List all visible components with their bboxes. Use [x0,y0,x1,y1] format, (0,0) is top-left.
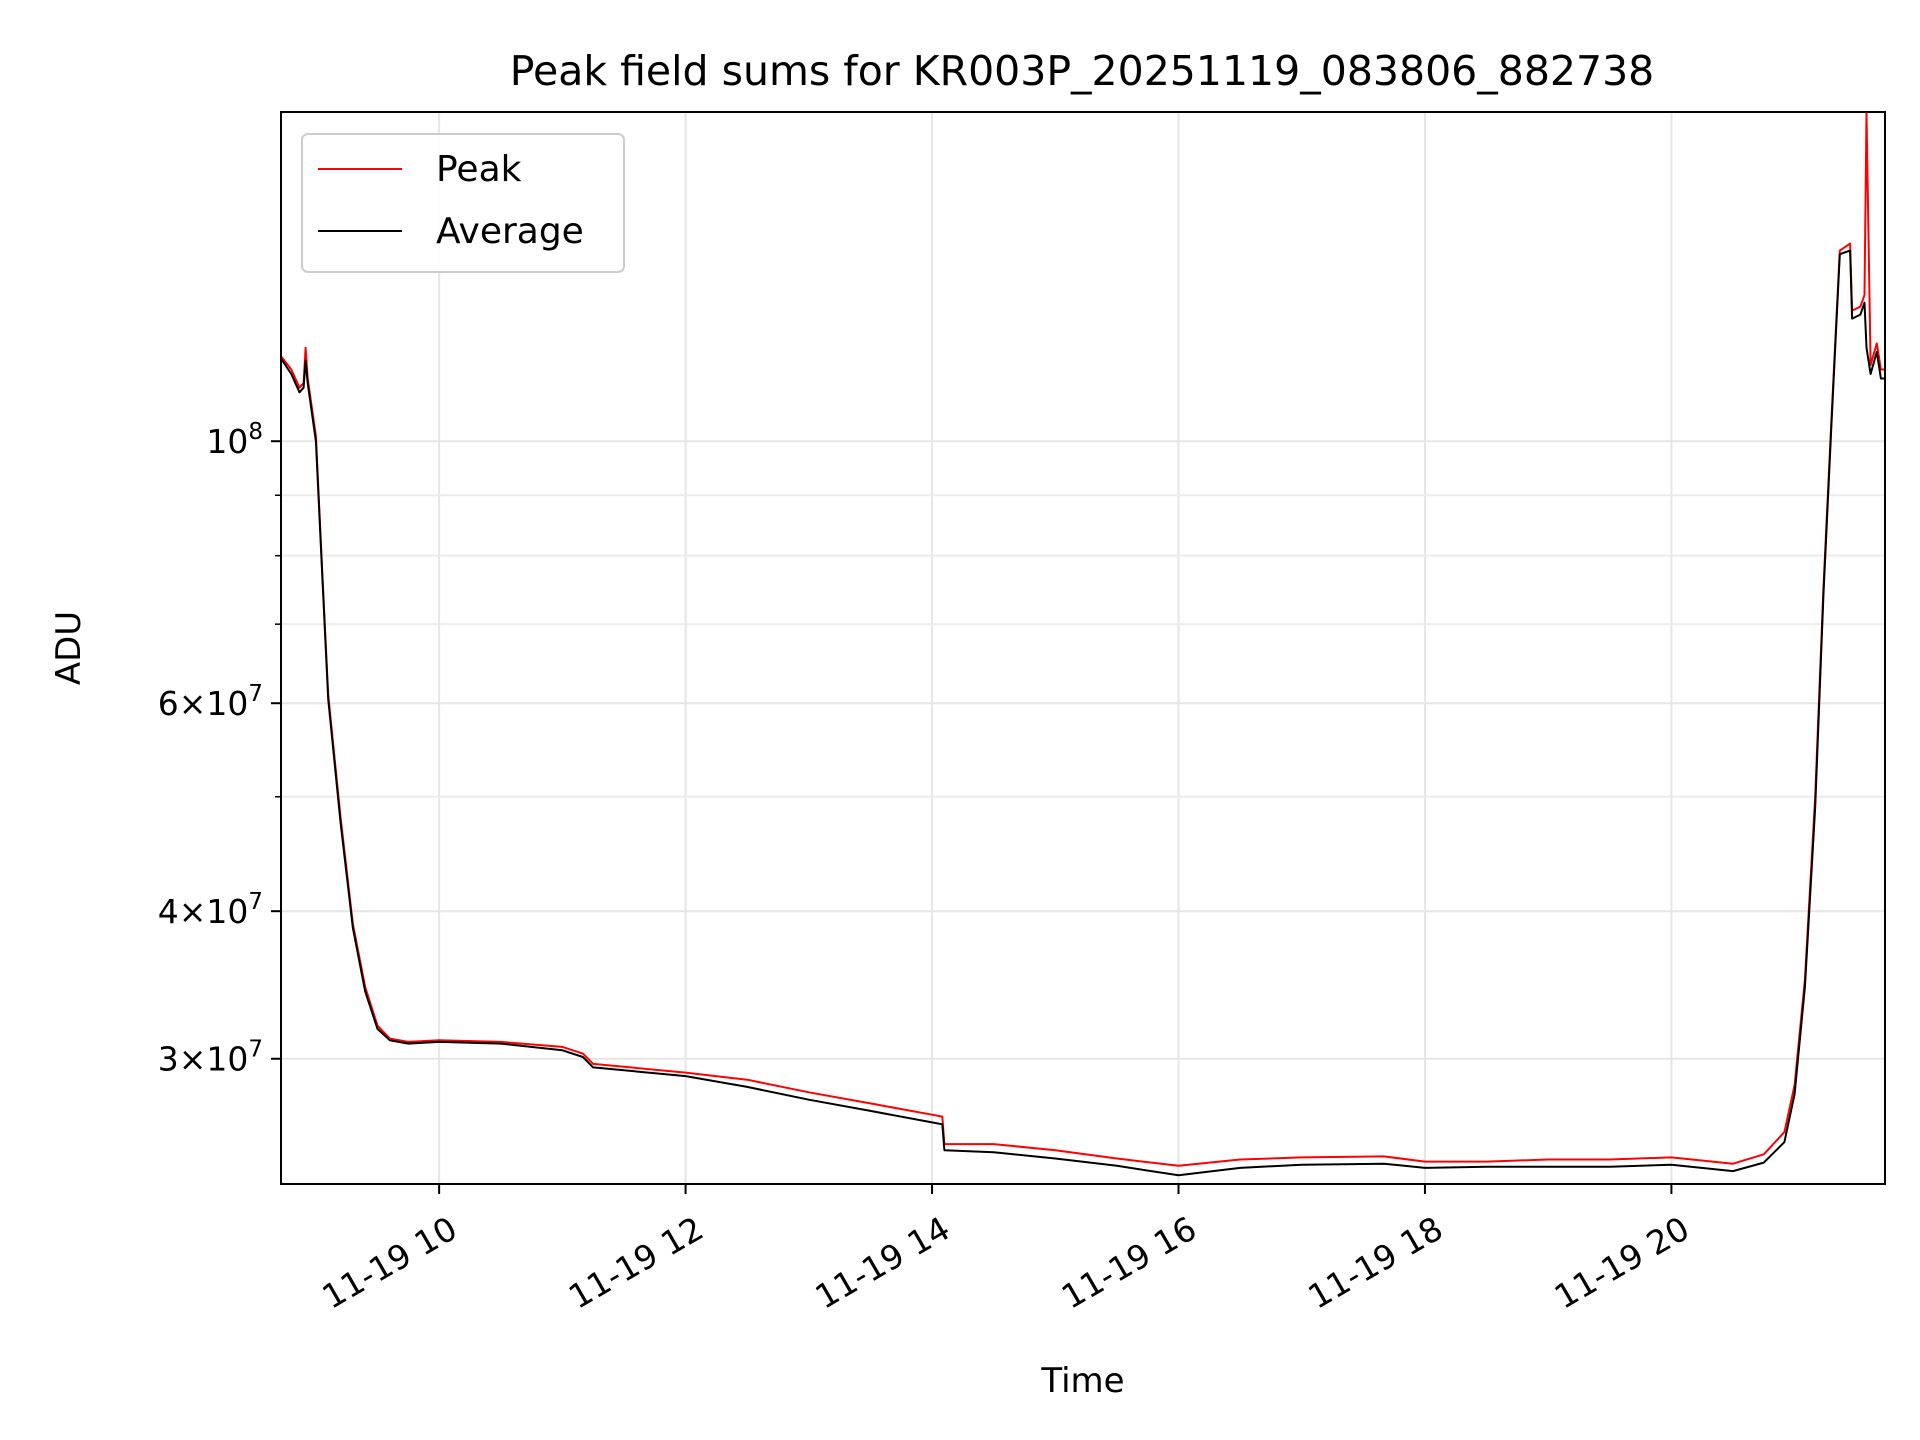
x-axis-label: Time [1040,1361,1124,1401]
y-tick-label: 3×107 [158,1037,263,1079]
series-layer [281,112,1885,1177]
grid-lines [281,112,1885,1184]
legend: Peak Average [301,133,625,273]
y-axis: 3×107 4×107 6×107 108 [158,419,281,1079]
legend-label: Peak [436,149,522,190]
y-axis-label: ADU [49,611,89,685]
plot-frame [280,111,1886,1185]
y-tick-label: 6×107 [158,681,263,723]
y-tick-label: 4×107 [158,889,263,931]
y-tick-label: 108 [206,419,263,461]
series-line-average [281,249,1885,1177]
legend-label: Average [436,211,584,252]
chart-title: Peak field sums for KR003P_20251119_0838… [510,47,1655,95]
